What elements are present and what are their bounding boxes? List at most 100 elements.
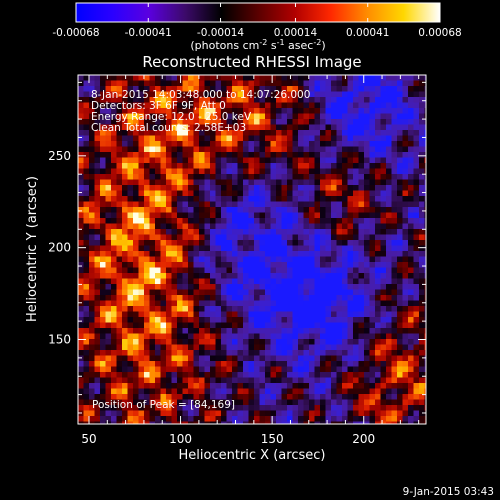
heatmap-cell [171, 234, 178, 241]
heatmap-cell [309, 135, 315, 142]
heatmap-cell [287, 201, 293, 208]
heatmap-cell [226, 311, 233, 318]
heatmap-cell [116, 410, 123, 417]
heatmap-cell [204, 86, 211, 92]
chart-title: Reconstructed RHESSI Image [142, 53, 361, 71]
heatmap-cell [83, 102, 90, 109]
heatmap-cell [100, 410, 106, 417]
heatmap-cell [265, 124, 271, 131]
heatmap-cell [149, 394, 156, 400]
heatmap-cell [221, 383, 227, 389]
heatmap-cell [182, 152, 189, 158]
heatmap-cell [265, 174, 271, 180]
heatmap-cell [116, 256, 123, 263]
heatmap-cell [386, 372, 392, 378]
heatmap-cell [402, 207, 409, 213]
heatmap-cell [171, 410, 178, 417]
heatmap-cell [320, 383, 326, 389]
heatmap-cell [309, 289, 315, 296]
heatmap-cell [215, 75, 222, 81]
heatmap-cell [215, 163, 222, 169]
heatmap-cell [358, 245, 365, 252]
heatmap-cell [353, 410, 359, 417]
heatmap-cell [171, 262, 178, 268]
heatmap-cell [369, 130, 376, 136]
heatmap-cell [237, 124, 244, 131]
heatmap-cell [83, 190, 90, 197]
heatmap-cell [248, 350, 255, 356]
heatmap-cell [78, 262, 84, 268]
heatmap-cell [221, 311, 227, 318]
heatmap-cell [193, 146, 200, 153]
heatmap-cell [424, 328, 426, 334]
heatmap-cell [221, 146, 227, 153]
heatmap-cell [358, 300, 365, 307]
heatmap-cell [111, 207, 117, 213]
heatmap-cell [166, 262, 172, 268]
heatmap-cell [160, 350, 167, 356]
heatmap-cell [160, 251, 167, 257]
heatmap-cell [122, 339, 128, 345]
heatmap-cell [292, 350, 299, 356]
heatmap-cell [215, 350, 222, 356]
heatmap-cell [226, 405, 233, 411]
heatmap-cell [199, 207, 205, 213]
heatmap-cell [287, 416, 293, 422]
heatmap-cell [144, 80, 150, 87]
heatmap-cell [177, 229, 183, 235]
heatmap-cell [347, 108, 354, 114]
heatmap-cell [413, 339, 420, 345]
heatmap-cell [402, 405, 409, 411]
heatmap-cell [408, 311, 414, 318]
heatmap-cell [149, 75, 156, 81]
heatmap-cell [424, 366, 426, 373]
heatmap-cell [166, 174, 172, 180]
heatmap-cell [353, 179, 359, 186]
heatmap-cell [237, 350, 244, 356]
heatmap-cell [298, 91, 304, 98]
heatmap-cell [155, 141, 161, 147]
heatmap-cell [292, 223, 299, 230]
heatmap-cell [155, 102, 161, 109]
heatmap-cell [336, 163, 343, 169]
heatmap-cell [171, 284, 178, 290]
heatmap-cell [127, 361, 134, 367]
heatmap-cell [375, 207, 381, 213]
heatmap-cell [144, 119, 150, 125]
heatmap-cell [325, 229, 332, 235]
heatmap-cell [342, 102, 348, 109]
heatmap-cell [127, 333, 134, 340]
heatmap-cell [369, 86, 376, 92]
heatmap-cell [402, 295, 409, 301]
heatmap-cell [380, 284, 387, 290]
heatmap-cell [303, 97, 310, 103]
heatmap-cell [193, 273, 200, 279]
heatmap-cell [221, 80, 227, 87]
heatmap-cell [237, 157, 244, 164]
heatmap-cell [204, 284, 211, 290]
heatmap-cell [232, 289, 238, 296]
heatmap-cell [149, 372, 156, 378]
heatmap-cell [210, 350, 216, 356]
heatmap-cell [155, 421, 161, 424]
heatmap-cell [232, 350, 238, 356]
heatmap-cell [402, 212, 409, 219]
heatmap-cell [177, 223, 183, 230]
heatmap-cell [166, 361, 172, 367]
heatmap-cell [149, 410, 156, 417]
heatmap-cell [177, 141, 183, 147]
heatmap-cell [215, 311, 222, 318]
heatmap-cell [270, 372, 277, 378]
heatmap-cell [320, 311, 326, 318]
heatmap-cell [298, 322, 304, 329]
heatmap-cell [193, 339, 200, 345]
heatmap-cell [331, 102, 337, 109]
heatmap-cell [100, 86, 106, 92]
heatmap-cell [254, 141, 260, 147]
heatmap-cell [397, 190, 403, 197]
heatmap-cell [105, 113, 112, 120]
heatmap-cell [270, 333, 277, 340]
heatmap-cell [188, 333, 194, 340]
heatmap-cell [232, 366, 238, 373]
heatmap-cell [155, 355, 161, 362]
